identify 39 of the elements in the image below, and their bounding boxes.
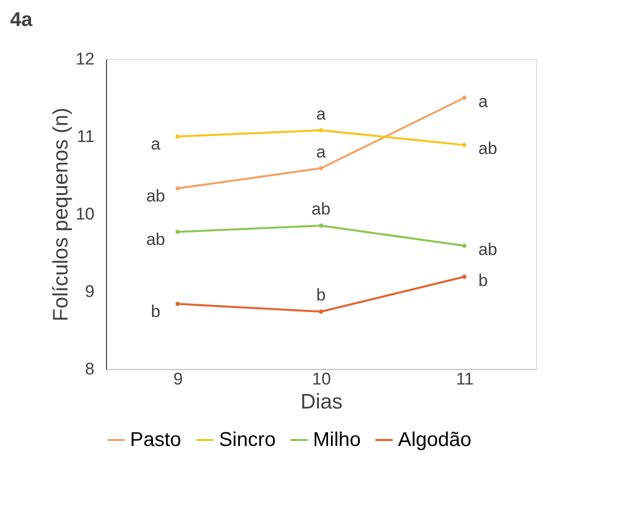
- point: [318, 128, 324, 132]
- y-tick-label: 9: [85, 282, 94, 301]
- annotation: a: [150, 134, 161, 154]
- annotation: a: [316, 142, 326, 162]
- annotation: ab: [146, 186, 166, 206]
- x-tick-label: 9: [173, 370, 183, 388]
- annotation: a: [478, 92, 488, 111]
- point: [176, 302, 180, 306]
- point: [318, 166, 324, 170]
- y-tick-label: 12: [76, 50, 94, 68]
- point: [318, 224, 324, 228]
- annotation: b: [150, 302, 160, 321]
- point: [462, 142, 466, 148]
- chart-title: 4a: [10, 9, 34, 31]
- annotation: ab: [478, 240, 498, 259]
- point: [176, 134, 180, 139]
- legend-label: Algodão: [398, 429, 472, 451]
- y-tick-label: 11: [76, 127, 94, 146]
- x-tick-label: 11: [456, 370, 474, 388]
- x-tick-label: 10: [312, 370, 331, 388]
- point: [176, 186, 180, 191]
- annotation: b: [316, 286, 326, 305]
- point: [462, 274, 466, 279]
- annotation: ab: [478, 139, 498, 158]
- point: [462, 96, 466, 100]
- legend-label: Milho: [313, 429, 361, 451]
- y-tick-label: 8: [85, 360, 94, 378]
- point: [318, 310, 324, 314]
- x-axis-title: Dias: [300, 390, 343, 414]
- annotation: ab: [312, 200, 330, 219]
- y-axis-title: Folículos pequenos (n): [50, 108, 73, 322]
- annotation: a: [316, 104, 326, 124]
- point: [176, 230, 180, 234]
- legend-label: Pasto: [130, 429, 182, 451]
- legend-label: Sincro: [219, 429, 276, 451]
- annotation: b: [478, 270, 488, 290]
- point: [462, 244, 466, 248]
- y-tick-label: 10: [76, 204, 94, 224]
- annotation: ab: [146, 230, 166, 249]
